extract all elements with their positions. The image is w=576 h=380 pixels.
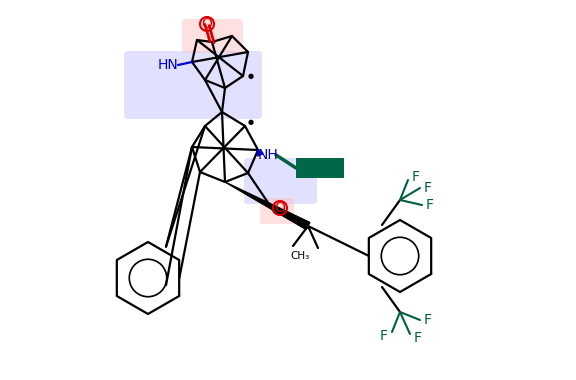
Text: O: O [202,17,213,31]
Text: F: F [380,329,388,343]
Text: ●: ● [248,73,254,79]
Text: HN: HN [158,58,179,72]
Text: F: F [414,331,422,345]
Text: ●: ● [248,119,254,125]
FancyBboxPatch shape [182,19,243,53]
FancyBboxPatch shape [296,158,344,178]
FancyBboxPatch shape [124,51,262,119]
Polygon shape [257,150,263,156]
Text: F: F [426,198,434,212]
FancyBboxPatch shape [260,198,294,224]
FancyBboxPatch shape [244,158,317,204]
Text: O: O [275,201,286,215]
Text: F: F [412,170,420,184]
Polygon shape [225,182,310,230]
Text: F: F [424,313,432,327]
Text: F: F [424,181,432,195]
Text: NH: NH [257,148,278,162]
Text: CH₃: CH₃ [290,251,310,261]
